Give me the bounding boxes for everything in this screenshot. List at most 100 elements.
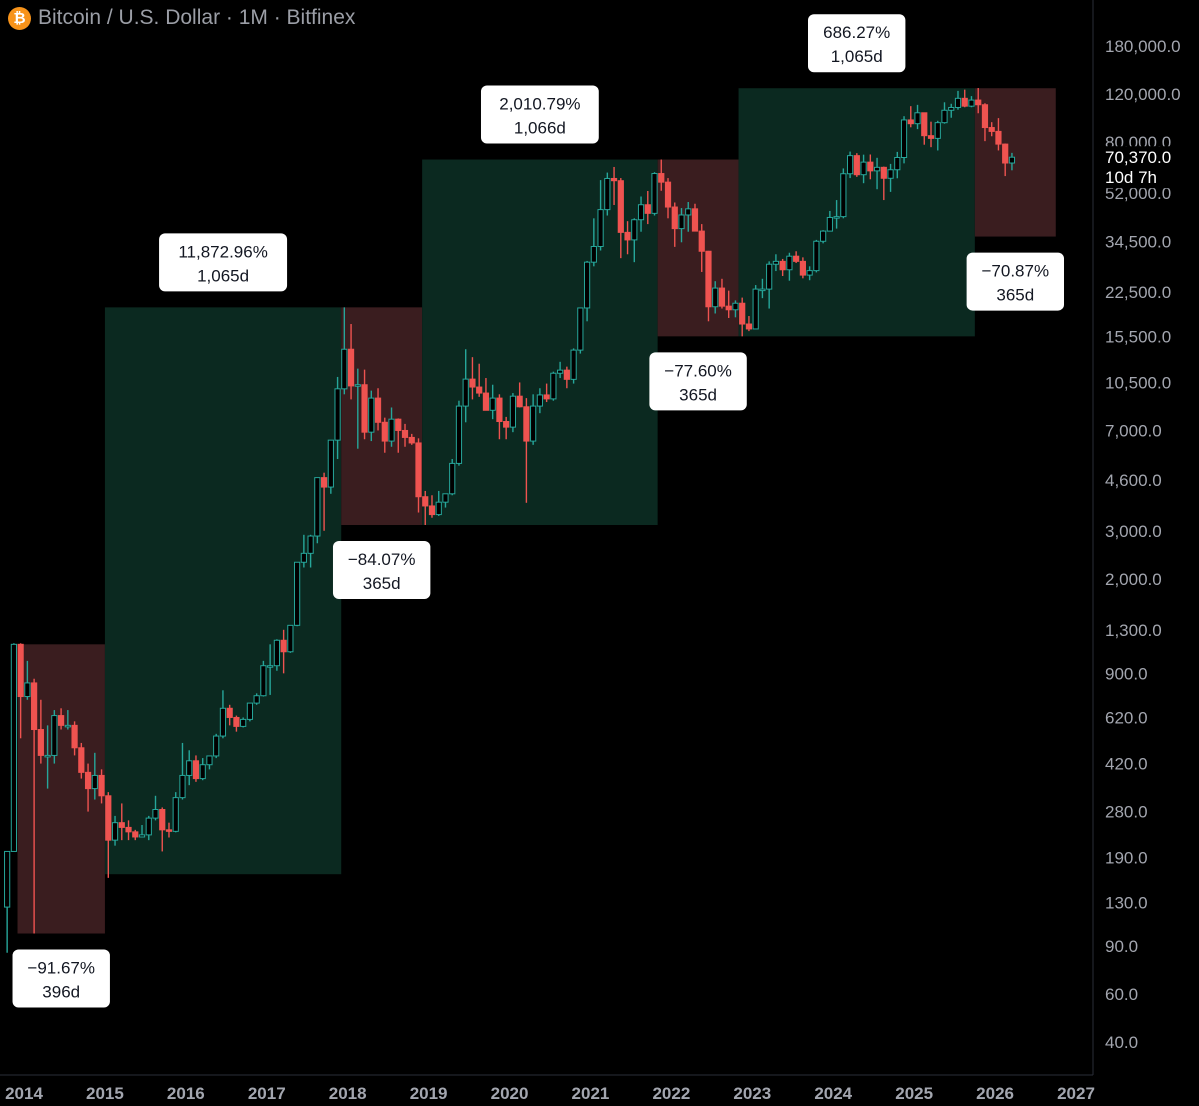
candle-body [725, 305, 732, 311]
candle [880, 166, 887, 201]
candle-body [482, 392, 490, 411]
y-tick-label: 120,000.0 [1105, 85, 1181, 104]
candle [509, 393, 517, 433]
y-tick-label: 900.0 [1105, 664, 1148, 683]
candle-body [981, 104, 989, 129]
zone-label-box [649, 352, 747, 411]
candle-body [651, 173, 658, 214]
candle [536, 388, 543, 414]
candle-body [273, 639, 280, 667]
candle [10, 643, 17, 852]
candle [179, 742, 186, 800]
candle-body [10, 643, 17, 852]
candle [752, 285, 759, 330]
candle [496, 394, 503, 440]
candle-body [894, 156, 901, 171]
candle [206, 755, 213, 770]
candle-body [260, 665, 267, 697]
candle-body [503, 421, 510, 428]
zone-pct-label: 2,010.79% [499, 95, 580, 114]
x-tick-label: 2015 [86, 1084, 124, 1103]
candle [954, 90, 962, 110]
candle [995, 118, 1002, 151]
candle [867, 154, 874, 180]
candle-body [853, 155, 860, 176]
candle [664, 178, 672, 219]
candle [31, 678, 38, 934]
candle-body [347, 348, 355, 387]
candle-body [84, 771, 92, 790]
candle-body [307, 535, 314, 554]
candle [172, 792, 179, 833]
candle-body [71, 724, 78, 749]
candle [105, 792, 112, 878]
candle [981, 103, 989, 142]
candle [671, 202, 678, 247]
candle [745, 316, 753, 332]
candle [907, 106, 914, 128]
candle-body [941, 109, 948, 124]
candle-body [583, 261, 591, 309]
candle [705, 250, 712, 322]
candle-body [267, 665, 274, 668]
chart-header: ₿ Bitcoin / U.S. Dollar · 1M · Bitfinex [8, 5, 355, 31]
candle [1002, 143, 1009, 177]
candle [307, 534, 314, 568]
candle-body [213, 735, 220, 757]
zone-label-2: −84.07% 365d [332, 541, 431, 600]
symbol-title[interactable]: Bitcoin / U.S. Dollar · 1M · Bitfinex [38, 6, 356, 29]
candle-body [671, 206, 678, 230]
labels-layer: −91.67% 396d 11,872.96% 1,065d −84.07% 365d 2,… [12, 14, 1065, 1008]
candle-body [590, 246, 597, 263]
candle [631, 218, 638, 263]
y-tick-label: 620.0 [1105, 708, 1148, 727]
candle [610, 166, 618, 205]
candle-body [597, 209, 604, 248]
y-tick-label: 4,600.0 [1105, 471, 1162, 490]
candle-body [934, 122, 941, 139]
candle [186, 750, 193, 786]
candle [192, 755, 200, 782]
zone-label-3: 2,010.79% 1,066d [480, 85, 599, 144]
candle [698, 224, 705, 272]
candle-body [152, 808, 159, 819]
candle [401, 423, 409, 447]
candle-body [772, 260, 780, 265]
zone-label-box [807, 14, 906, 73]
candle [853, 153, 860, 177]
y-tick-label: 40.0 [1105, 1033, 1138, 1052]
candle-body [880, 166, 887, 179]
candle-body [752, 288, 759, 330]
y-tick-label: 280.0 [1105, 803, 1148, 822]
y-tick-label: 1,300.0 [1105, 621, 1162, 640]
x-tick-label: 2024 [814, 1084, 852, 1103]
candle-body [226, 707, 233, 718]
candle-body [469, 378, 476, 388]
candle [213, 733, 220, 759]
candle [793, 251, 800, 263]
x-tick-label: 2026 [976, 1084, 1014, 1103]
candle [37, 699, 44, 764]
candle [934, 120, 941, 151]
candle [840, 168, 847, 219]
candle-body [496, 397, 503, 423]
candle-body [300, 552, 307, 563]
candle [712, 281, 719, 314]
candle-body [995, 130, 1002, 145]
candle [374, 388, 382, 431]
candle [894, 151, 901, 179]
candle-body [705, 250, 712, 308]
candle [597, 180, 604, 251]
zone-days-label: 365d [363, 574, 401, 593]
candle [17, 643, 24, 739]
y-tick-label: 22,500.0 [1105, 283, 1171, 302]
candle [900, 116, 908, 164]
candle-body [219, 707, 227, 737]
candle [111, 815, 119, 846]
candle [846, 151, 854, 179]
candle-body [786, 255, 793, 271]
candle-body [691, 208, 699, 232]
candle-body [900, 119, 908, 158]
candle-body [914, 112, 921, 125]
